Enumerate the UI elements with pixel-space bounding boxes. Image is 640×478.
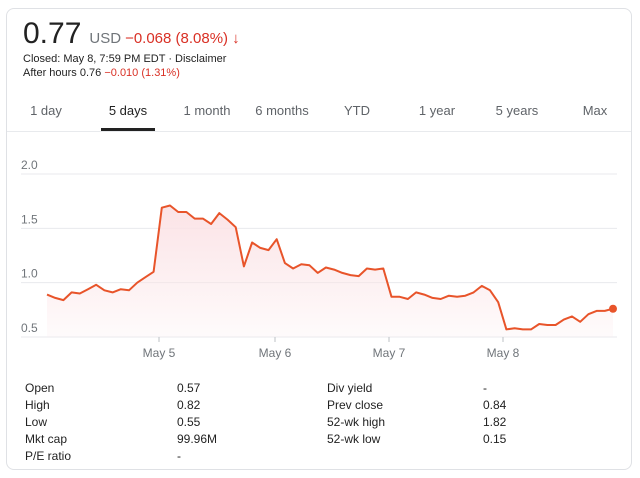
stat-value: 0.82 [177,398,201,412]
disclaimer-link[interactable]: Disclaimer [175,53,227,65]
last-point-marker [609,304,617,313]
tab-5-years[interactable]: 5 years [495,103,539,118]
stat-label: Low [25,415,48,429]
y-tick-label: 1.5 [21,212,38,226]
area-fill [47,205,613,337]
tab-6-months[interactable]: 6 months [255,103,309,118]
tab-5-days[interactable]: 5 days [101,99,155,131]
y-tick-label: 0.5 [21,321,38,335]
y-tick-label: 2.0 [21,158,38,172]
after-hours-price: After hours 0.76 [23,67,102,79]
price-change: −0.068 (8.08%) [125,30,229,47]
stat-label: 52-wk high [327,415,386,429]
market-status: Closed: May 8, 7:59 PM EDT · Disclaimer [23,53,226,65]
price-line [46,204,614,331]
stat-value: 0.55 [177,415,201,429]
range-tabs: 1 day 5 days 1 month 6 months YTD 1 year… [7,97,631,132]
stat-label: Open [25,381,55,395]
tab-1-year[interactable]: 1 year [418,103,456,118]
price-row: 0.77 USD −0.068 (8.08%) ↓ [23,19,240,49]
stock-quote-card: 0.77 USD −0.068 (8.08%) ↓ Closed: May 8,… [6,8,632,470]
y-tick-label: 1.0 [21,267,38,281]
stat-value: 1.82 [483,415,507,429]
stat-label: Mkt cap [25,432,68,446]
stat-value: 0.15 [483,432,507,446]
tab-1-day[interactable]: 1 day [30,103,62,118]
tab-ytd[interactable]: YTD [344,103,370,118]
stat-value: - [177,449,181,463]
currency-label: USD [89,30,122,47]
stat-label: Div yield [327,381,373,395]
x-tick-label: May 7 [373,346,406,360]
stat-label: Prev close [327,398,384,412]
stat-label: 52-wk low [327,432,381,446]
tab-1-month[interactable]: 1 month [183,103,231,118]
after-hours: After hours 0.76 −0.010 (1.31%) [23,67,180,79]
after-hours-change: −0.010 (1.31%) [104,67,180,79]
x-tick-label: May 6 [259,346,292,360]
x-tick-label: May 8 [487,346,520,360]
stat-value: 0.84 [483,398,507,412]
x-tick-label: May 5 [143,346,176,360]
current-price: 0.77 [23,17,82,50]
stat-value: 99.96M [177,432,218,446]
stat-label: P/E ratio [25,449,72,463]
down-arrow-icon: ↓ [232,30,240,47]
price-chart[interactable]: 2.0 1.5 1.0 0.5 May 5 May 6 May 7 May 8 [7,153,631,363]
closed-time: Closed: May 8, 7:59 PM EDT [23,53,166,65]
stat-label: High [25,398,50,412]
stat-value: 0.57 [177,381,201,395]
stat-value: - [483,381,487,395]
tab-max[interactable]: Max [582,103,608,118]
separator: · [168,53,172,65]
